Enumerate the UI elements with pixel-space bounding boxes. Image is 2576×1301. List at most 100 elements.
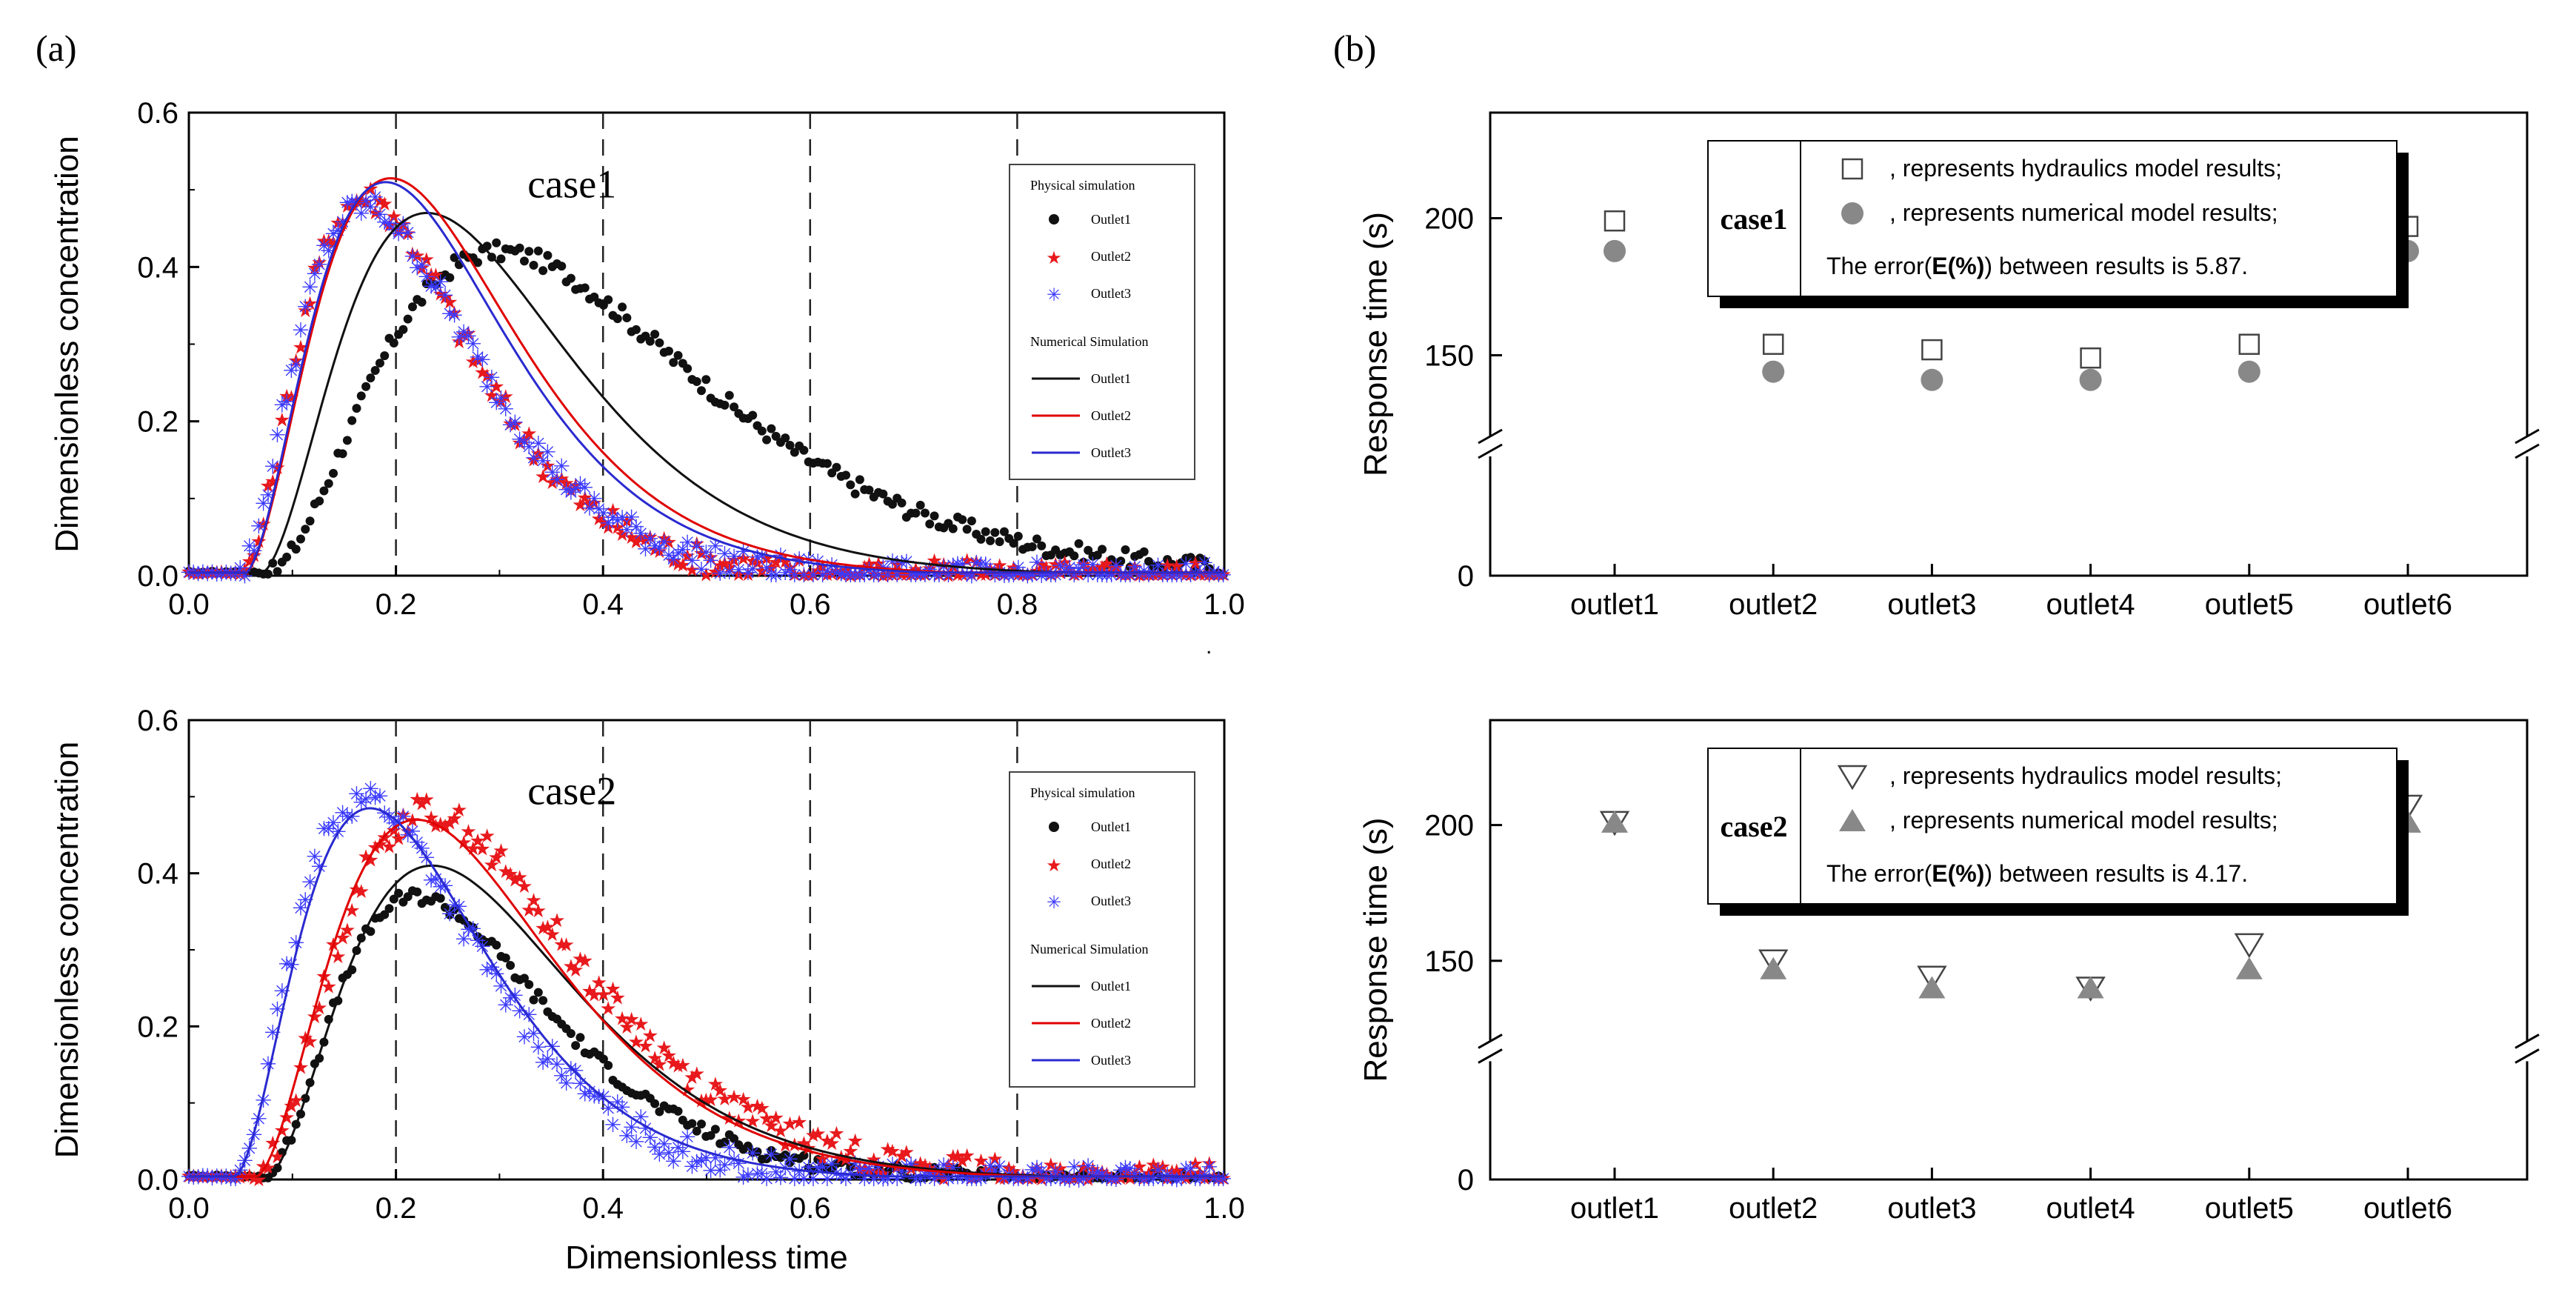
physical-outlet2-point: ★ (539, 916, 556, 938)
x-tick-label: 0.6 (790, 588, 831, 621)
x-tick-label: 0.0 (168, 588, 210, 621)
physical-outlet3-point: ✳ (930, 564, 947, 587)
physical-outlet3-point: ✳ (534, 1051, 551, 1074)
physical-outlet3-point: ✳ (627, 1131, 644, 1154)
physical-outlet3-point: ✳ (786, 1168, 803, 1191)
x-tick-label: 0.8 (997, 588, 1038, 621)
physical-outlet2-point: ★ (1061, 557, 1078, 579)
physical-outlet3-point: ✳ (501, 987, 518, 1010)
physical-outlet3-point: ✳ (446, 304, 463, 327)
physical-outlet2-point: ★ (678, 545, 695, 567)
physical-outlet3-point: ✳ (665, 1150, 682, 1173)
physical-outlet3-point: ✳ (781, 559, 798, 582)
physical-outlet2-point: ★ (1056, 551, 1073, 573)
physical-outlet2-point: ★ (432, 283, 449, 305)
physical-outlet3-point: ✳ (376, 211, 393, 234)
physical-outlet2-point: ★ (1131, 1156, 1148, 1178)
error-prefix: The error( (1826, 253, 1932, 279)
physical-outlet3-point: ✳ (534, 450, 551, 473)
physical-outlet1-point (799, 1151, 809, 1160)
physical-outlet1-point (673, 350, 683, 360)
physical-outlet2-point: ★ (688, 532, 705, 554)
physical-outlet1-point (1125, 562, 1135, 572)
physical-outlet1-point (445, 273, 455, 282)
physical-outlet1-point (618, 302, 627, 312)
physical-outlet3-point: ✳ (954, 553, 971, 576)
physical-outlet2-point: ★ (320, 976, 337, 998)
physical-outlet1-point (324, 479, 333, 488)
physical-outlet2-point: ★ (567, 474, 584, 496)
physical-outlet3-point: ✳ (530, 1036, 547, 1059)
physical-outlet2-point: ★ (674, 1054, 691, 1076)
legend-label: Outlet1 (1091, 979, 1131, 994)
physical-outlet1-point (846, 480, 855, 490)
physical-outlet3-point: ✳ (255, 492, 272, 515)
physical-outlet3-point: ✳ (581, 497, 598, 520)
legend-error-text: The error(E(%)) between results is 4.17. (1826, 860, 2248, 887)
physical-outlet3-point: ✳ (1047, 564, 1064, 587)
x-tick-label: outlet3 (1887, 1192, 1976, 1225)
physical-outlet2-point: ★ (684, 559, 701, 581)
physical-outlet1-point (604, 295, 613, 305)
physical-outlet3-point: ✳ (1066, 1156, 1083, 1179)
physical-outlet2-point: ★ (725, 1085, 742, 1108)
physical-outlet1-point (762, 435, 772, 445)
panel-b-label: (b) (1333, 27, 1376, 69)
physical-outlet3-point: ✳ (855, 1168, 872, 1191)
physical-outlet1-point (352, 404, 361, 413)
x-tick-label: outlet4 (2046, 588, 2135, 621)
physical-outlet2-point: ★ (515, 429, 533, 451)
physical-outlet3-point: ✳ (460, 325, 477, 347)
physical-outlet3-point: ✳ (739, 1164, 756, 1187)
x-tick-label: outlet4 (2046, 1192, 2135, 1225)
physical-outlet1-point (855, 475, 864, 485)
physical-outlet3-point: ✳ (241, 535, 258, 558)
physical-outlet1-point (375, 359, 384, 368)
physical-outlet3-point: ✳ (725, 545, 742, 568)
physical-outlet3-point: ✳ (432, 271, 449, 294)
physical-outlet2-point: ★ (558, 472, 575, 494)
physical-outlet2-point: ★ (306, 257, 323, 279)
physical-outlet2-point: ★ (1098, 552, 1115, 574)
physical-outlet3-point: ✳ (1145, 1168, 1162, 1191)
physical-outlet2-point: ★ (544, 923, 561, 945)
physical-outlet3-point: ✳ (553, 1065, 570, 1088)
physical-outlet2-point: ★ (609, 516, 626, 539)
physical-outlet3-point: ✳ (521, 436, 538, 459)
physical-outlet2-point: ★ (446, 302, 463, 324)
physical-outlet3-point: ✳ (404, 245, 421, 268)
physical-outlet2-point: ★ (427, 264, 444, 286)
physical-outlet2-point: ★ (1145, 1154, 1162, 1176)
physical-outlet3-point: ✳ (310, 253, 327, 276)
physical-outlet2-point: ★ (376, 193, 393, 215)
physical-outlet2-point: ★ (954, 1149, 971, 1171)
physical-outlet2-point: ★ (674, 553, 691, 576)
physical-outlet1-point (291, 545, 301, 554)
physical-outlet3-point: ✳ (511, 1000, 528, 1023)
physical-outlet3-point: ✳ (688, 1151, 705, 1174)
physical-outlet1-point (356, 391, 366, 401)
physical-outlet1-point (501, 953, 510, 962)
physical-outlet3-point: ✳ (716, 1154, 733, 1177)
stray-mark: . (1206, 634, 1212, 659)
physical-outlet1-point (846, 1162, 855, 1171)
physical-outlet3-point: ✳ (478, 376, 495, 399)
physical-outlet3-point: ✳ (786, 564, 803, 587)
physical-outlet2-point: ★ (716, 1088, 733, 1110)
physical-outlet2-point: ★ (832, 1146, 850, 1168)
physical-outlet2-point: ★ (497, 860, 514, 882)
physical-outlet3-point: ✳ (735, 1166, 752, 1189)
physical-outlet2-point: ★ (590, 508, 607, 530)
physical-outlet3-point: ✳ (1210, 564, 1227, 587)
numerical-point (1604, 239, 1626, 262)
physical-outlet3-point: ✳ (646, 1136, 663, 1159)
physical-outlet1-point (1013, 531, 1023, 541)
physical-outlet2-point: ★ (572, 493, 589, 516)
physical-outlet2-point: ★ (381, 836, 398, 858)
physical-outlet1-point (370, 365, 380, 375)
physical-outlet3-point: ✳ (1117, 564, 1134, 587)
physical-outlet2-point: ★ (1019, 1167, 1036, 1189)
physical-outlet2-point: ★ (749, 552, 766, 574)
physical-outlet1-point (995, 537, 1004, 547)
physical-outlet2-point: ★ (464, 350, 481, 373)
